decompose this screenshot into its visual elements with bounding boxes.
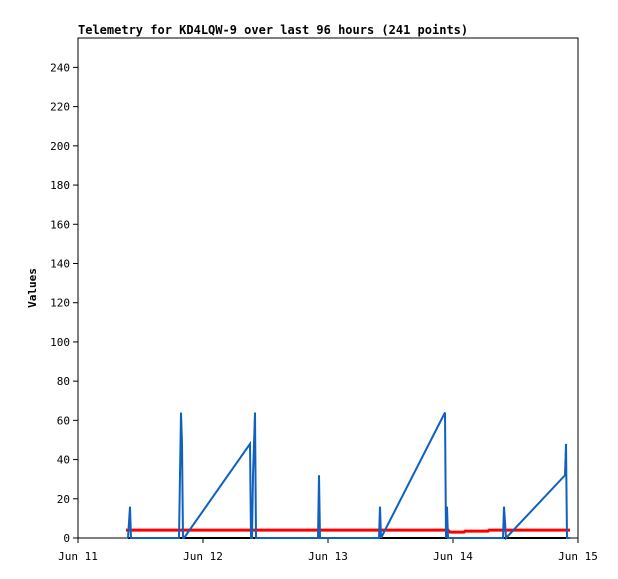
y-tick-label: 100 (50, 336, 70, 349)
x-tick-label: Jun 15 (558, 550, 598, 563)
x-tick-label: Jun 12 (183, 550, 223, 563)
chart-title: Telemetry for KD4LQW-9 over last 96 hour… (78, 23, 468, 37)
y-tick-label: 160 (50, 218, 70, 231)
y-tick-label: 140 (50, 257, 70, 270)
y-tick-label: 0 (63, 532, 70, 545)
y-tick-label: 240 (50, 61, 70, 74)
y-tick-label: 220 (50, 101, 70, 114)
x-tick-label: Jun 14 (433, 550, 473, 563)
y-tick-label: 80 (57, 375, 70, 388)
y-axis-label: Values (26, 268, 39, 308)
y-tick-label: 60 (57, 414, 70, 427)
y-tick-label: 20 (57, 493, 70, 506)
x-tick-label: Jun 11 (58, 550, 98, 563)
y-tick-label: 40 (57, 454, 70, 467)
x-tick-label: Jun 13 (308, 550, 348, 563)
y-tick-label: 120 (50, 297, 70, 310)
data-line (127, 412, 570, 541)
y-tick-label: 200 (50, 140, 70, 153)
y-tick-label: 180 (50, 179, 70, 192)
